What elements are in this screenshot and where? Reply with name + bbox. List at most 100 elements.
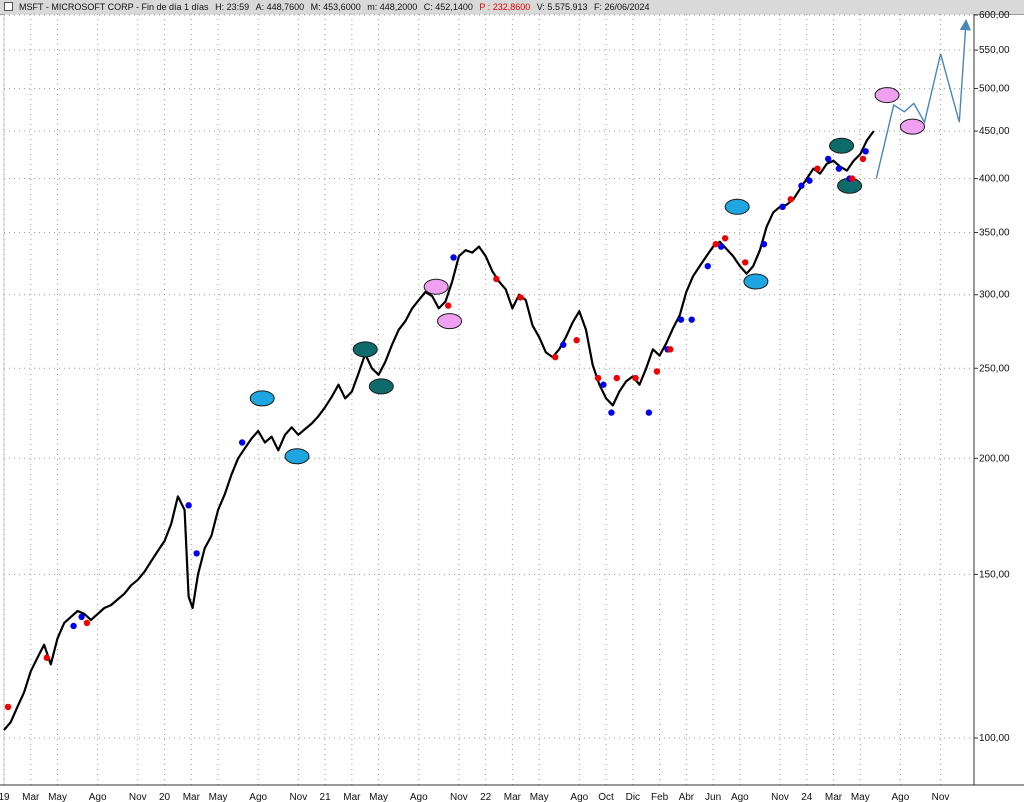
buy-signal-dot xyxy=(608,409,615,416)
sell-signal-dot xyxy=(632,374,639,382)
buy-signal-dot xyxy=(824,155,832,163)
x-tick-label: 22 xyxy=(480,792,492,802)
x-tick-label: Ago xyxy=(89,792,107,802)
x-tick-label: 19 xyxy=(0,792,10,802)
buy-signal-dot xyxy=(779,203,786,211)
buy-signal-dot xyxy=(677,316,685,323)
pattern-ellipse xyxy=(743,273,769,290)
x-tick-label: Ago xyxy=(731,792,749,802)
date-value: F: 26/06/2024 xyxy=(594,2,650,12)
profit-value: P : 232,8600 xyxy=(479,2,531,12)
buy-signal-dot xyxy=(704,262,711,270)
x-tick-label: Ago xyxy=(892,792,910,802)
sell-signal-dot xyxy=(787,196,794,203)
sell-signal-dot xyxy=(594,374,602,382)
buy-signal-dot xyxy=(645,409,653,416)
pattern-ellipse xyxy=(874,87,900,104)
buy-signal-dot xyxy=(835,165,843,172)
sell-signal-dot xyxy=(849,175,856,182)
buy-signal-dot xyxy=(688,316,695,323)
sell-signal-dot xyxy=(721,235,729,242)
x-tick-label: Mar xyxy=(183,792,201,802)
buy-signal-dot xyxy=(185,502,192,509)
pattern-ellipse xyxy=(249,390,275,407)
symbol-label: MSFT - MICROSOFT CORP - Fin de día 1 día… xyxy=(19,2,209,12)
sell-signal-dot xyxy=(444,302,452,309)
info-bar: MSFT - MICROSOFT CORP - Fin de día 1 día… xyxy=(0,0,1024,15)
x-tick-label: 20 xyxy=(159,792,171,802)
x-tick-label: Oct xyxy=(598,792,614,802)
x-tick-label: Dic xyxy=(626,792,640,802)
pattern-ellipse xyxy=(724,198,750,215)
x-tick-label: 24 xyxy=(801,792,813,802)
buy-signal-dot xyxy=(862,148,869,155)
x-tick-label: May xyxy=(48,792,67,802)
pattern-ellipse xyxy=(899,118,925,135)
x-tick-label: Ago xyxy=(410,792,428,802)
pattern-ellipse xyxy=(284,448,310,465)
buy-signal-dot xyxy=(806,177,813,184)
x-tick-label: Mar xyxy=(825,792,843,802)
y-tick-label: 550,00 xyxy=(979,45,1010,56)
x-tick-label: Ago xyxy=(570,792,588,802)
x-tick-label: Abr xyxy=(679,792,695,802)
y-tick-label: 350,00 xyxy=(979,227,1010,238)
open-value: A: 448,7600 xyxy=(255,2,305,12)
buy-signal-dot xyxy=(798,182,805,189)
x-tick-label: Jun xyxy=(705,792,721,802)
x-tick-label: Nov xyxy=(450,792,468,802)
sell-signal-dot xyxy=(517,294,524,301)
volume-value: V: 5.575.913 xyxy=(536,2,588,12)
x-tick-label: Nov xyxy=(129,792,147,802)
projection-arrow xyxy=(875,19,972,179)
buy-signal-dot xyxy=(78,613,85,621)
sell-signal-dot xyxy=(653,368,661,375)
y-tick-label: 150,00 xyxy=(979,569,1010,580)
x-tick-label: Nov xyxy=(771,792,789,802)
y-tick-label: 500,00 xyxy=(979,84,1010,95)
x-tick-label: Nov xyxy=(932,792,950,802)
buy-signal-dot xyxy=(70,622,77,630)
sell-signal-dot xyxy=(4,703,12,711)
y-tick-label: 250,00 xyxy=(979,363,1010,374)
buy-signal-dot xyxy=(560,341,567,348)
sell-signal-dot xyxy=(712,240,719,248)
y-tick-label: 300,00 xyxy=(979,290,1010,301)
x-tick-label: Nov xyxy=(289,792,307,802)
y-tick-label: 400,00 xyxy=(979,174,1010,185)
x-tick-label: May xyxy=(530,792,549,802)
x-tick-label: May xyxy=(369,792,388,802)
x-tick-label: Mar xyxy=(22,792,40,802)
high-time: H: 23:59 xyxy=(215,2,250,12)
sell-signal-dot xyxy=(43,654,51,661)
max-value: M: 453,6000 xyxy=(310,2,361,12)
pattern-ellipse xyxy=(437,313,463,330)
x-tick-label: Ago xyxy=(249,792,267,802)
pattern-ellipse xyxy=(829,137,855,154)
pattern-ellipse xyxy=(368,378,394,395)
buy-signal-dot xyxy=(193,550,200,557)
y-tick-label: 200,00 xyxy=(979,453,1010,464)
y-tick-label: 100,00 xyxy=(979,733,1010,744)
sell-signal-dot xyxy=(552,353,559,361)
y-tick-label: 600,00 xyxy=(979,10,1010,21)
buy-signal-dot xyxy=(760,240,768,248)
buy-signal-dot xyxy=(717,243,725,250)
price-line xyxy=(3,130,875,731)
buy-signal-dot xyxy=(238,439,246,446)
pattern-ellipse xyxy=(352,341,378,358)
y-tick-label: 450,00 xyxy=(979,126,1010,137)
x-tick-label: Mar xyxy=(504,792,522,802)
sell-signal-dot xyxy=(814,165,821,172)
sell-signal-dot xyxy=(742,259,749,266)
min-value: m: 448,2000 xyxy=(367,2,418,12)
close-icon[interactable] xyxy=(4,2,13,11)
x-tick-label: 21 xyxy=(320,792,332,802)
sell-signal-dot xyxy=(613,374,620,382)
plot-area xyxy=(3,13,975,786)
x-tick-label: Feb xyxy=(651,792,669,802)
close-value: C: 452,1400 xyxy=(423,2,473,12)
buy-signal-dot xyxy=(450,254,457,261)
